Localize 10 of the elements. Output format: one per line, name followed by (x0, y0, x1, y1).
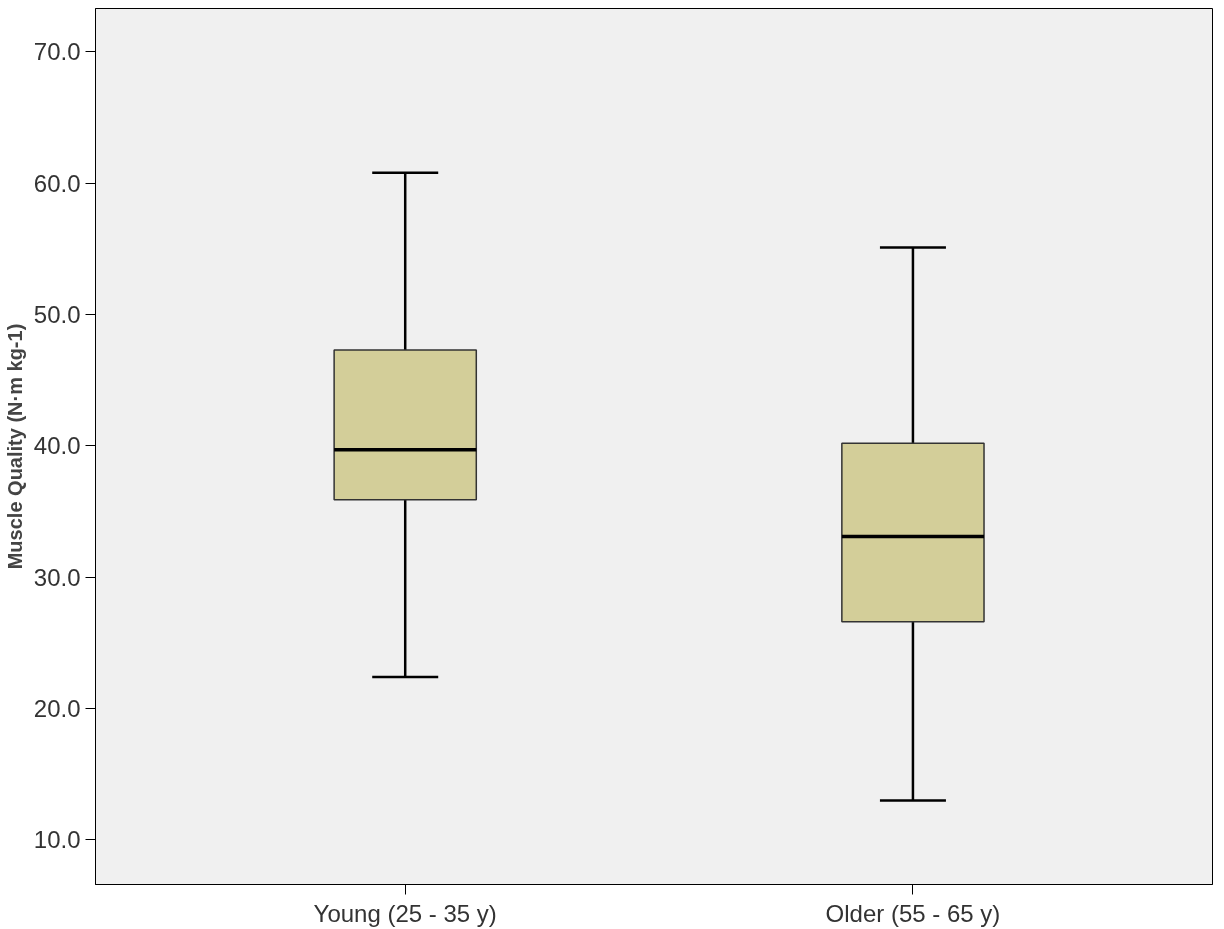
y-axis-title: Muscle Quality (N·m kg-1) (3, 323, 26, 570)
y-tick-label: 60.0 (33, 169, 81, 197)
y-tick-label: 20.0 (33, 695, 81, 723)
x-tick-label: Young (25 - 35 y) (313, 899, 497, 927)
x-tick-label: Older (55 - 65 y) (825, 899, 1001, 927)
y-tick-label: 70.0 (33, 38, 81, 66)
y-tick-label: 50.0 (33, 301, 81, 329)
y-tick-label: 40.0 (33, 432, 81, 460)
y-tick-label: 10.0 (33, 826, 81, 854)
y-tick-label: 30.0 (33, 563, 81, 591)
